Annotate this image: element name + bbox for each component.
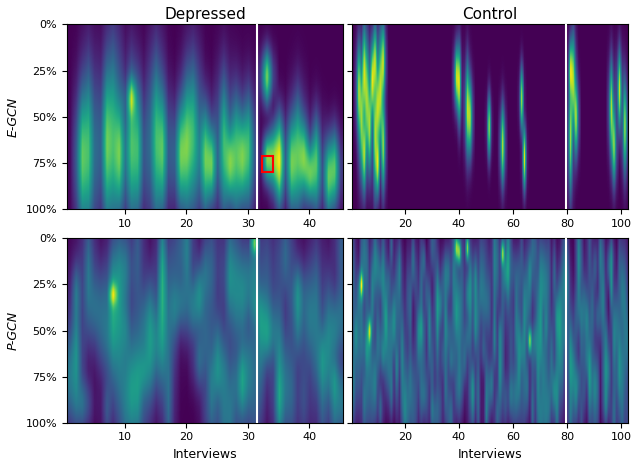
- Bar: [262, 156, 273, 172]
- Y-axis label: E-GCN: E-GCN: [7, 97, 20, 137]
- Y-axis label: P-GCN: P-GCN: [7, 311, 20, 350]
- X-axis label: Interviews: Interviews: [173, 448, 237, 461]
- Title: Control: Control: [463, 7, 518, 22]
- Title: Depressed: Depressed: [164, 7, 246, 22]
- X-axis label: Interviews: Interviews: [458, 448, 522, 461]
